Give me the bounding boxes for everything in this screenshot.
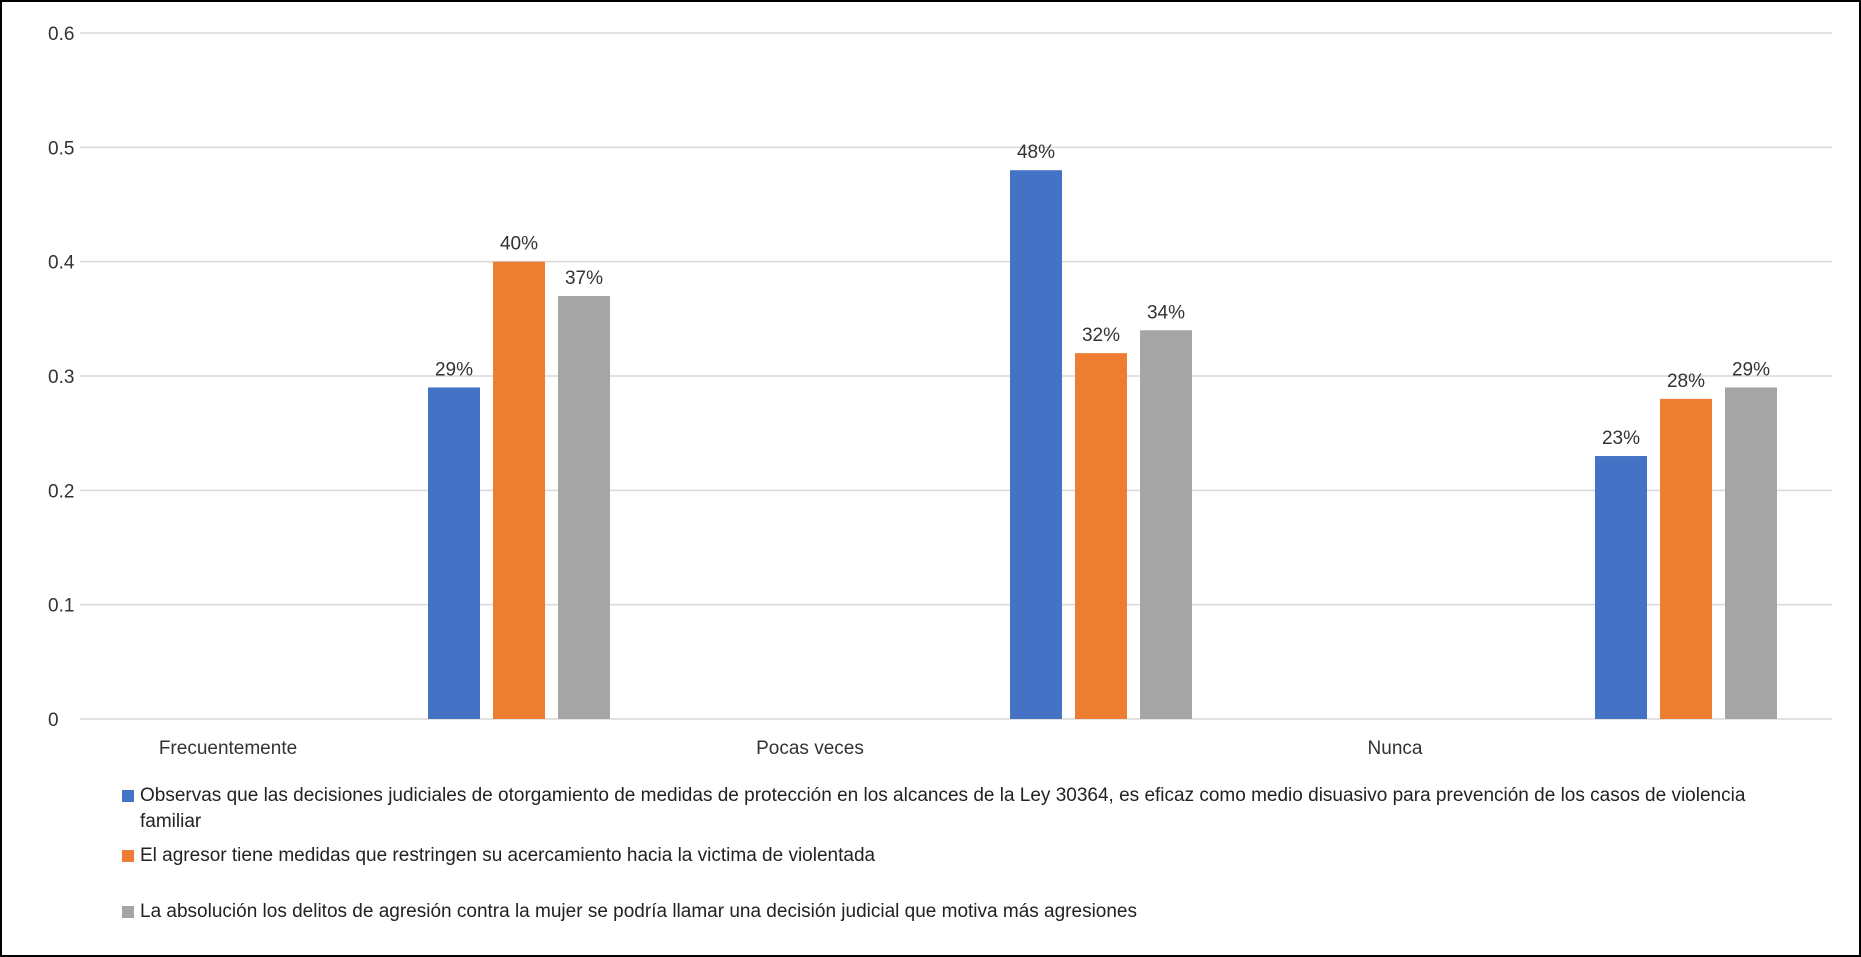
bar: [558, 295, 610, 719]
data-label: 40%: [500, 234, 538, 255]
data-label: 28%: [1667, 371, 1705, 392]
legend: Observas que las decisiones judiciales d…: [122, 783, 1802, 925]
data-label: 23%: [1602, 428, 1640, 449]
legend-swatch: [122, 906, 134, 918]
x-tick-label: Nunca: [1368, 738, 1423, 759]
bar: [493, 261, 545, 719]
legend-swatch: [122, 850, 134, 862]
bar: [1010, 170, 1062, 719]
data-label: 37%: [565, 268, 603, 289]
legend-item: Observas que las decisiones judiciales d…: [122, 783, 1802, 835]
data-label: 34%: [1147, 302, 1185, 323]
bars: [428, 170, 1777, 719]
x-tick-label: Frecuentemente: [159, 738, 297, 759]
legend-swatch: [122, 790, 134, 802]
data-label: 29%: [435, 359, 473, 380]
bar: [1660, 398, 1712, 719]
y-tick-label: 0: [48, 710, 59, 731]
y-tick-label: 0.5: [48, 138, 74, 159]
y-tick-label: 0.6: [48, 24, 74, 45]
legend-label: La absolución los delitos de agresión co…: [140, 901, 1137, 922]
data-label: 29%: [1732, 359, 1770, 380]
bar: [1140, 330, 1192, 719]
gridlines: [80, 32, 1832, 720]
bar: [1595, 456, 1647, 719]
y-tick-label: 0.2: [48, 481, 74, 502]
legend-item: El agresor tiene medidas que restringen …: [122, 843, 1802, 869]
bar: [1075, 353, 1127, 719]
data-labels: 29% 48% 23% 40% 32% 28% 37% 34% 29%: [435, 142, 1770, 449]
legend-label: El agresor tiene medidas que restringen …: [140, 845, 876, 866]
data-label: 48%: [1017, 142, 1055, 163]
x-axis-ticks: Frecuentemente Pocas veces Nunca: [159, 738, 1423, 759]
data-label: 32%: [1082, 325, 1120, 346]
y-tick-label: 0.4: [48, 253, 75, 274]
x-tick-label: Pocas veces: [756, 738, 864, 759]
y-axis-ticks: 0 0.1 0.2 0.3 0.4 0.5 0.6: [48, 24, 75, 731]
y-tick-label: 0.1: [48, 596, 74, 617]
legend-label: Observas que las decisiones judiciales d…: [140, 785, 1746, 832]
y-tick-label: 0.3: [48, 367, 74, 388]
legend-item: La absolución los delitos de agresión co…: [122, 899, 1802, 925]
bar: [1725, 387, 1777, 719]
bar: [428, 387, 480, 719]
